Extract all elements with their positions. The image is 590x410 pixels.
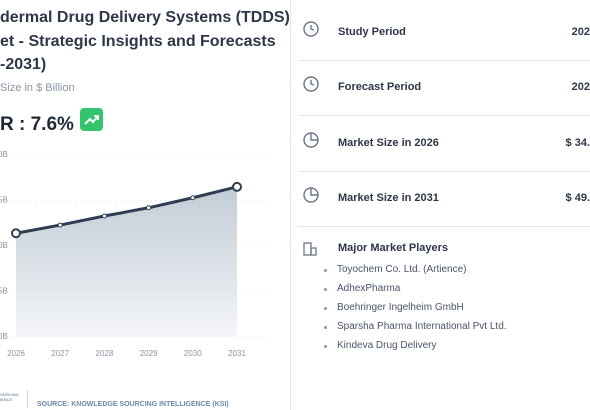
title: dermal Drug Delivery Systems (TDDS) [0, 9, 290, 26]
pie-icon [303, 132, 319, 148]
trend-icon [80, 108, 103, 131]
panel-divider [290, 0, 291, 410]
point [232, 181, 242, 192]
line [15, 185, 238, 235]
player: Boehringer Ingelheim GmbH [337, 302, 464, 313]
players-title: Major Market Players [338, 242, 449, 254]
chart: 0B 5B 0B 5B 0B 2026 2027 2028 2029 2030 2031 [0, 150, 270, 358]
x-tick-label: 2029 [140, 349, 158, 358]
pie-icon [303, 187, 319, 203]
area [16, 186, 237, 337]
y-tick-label: 0B [0, 241, 8, 250]
divider [298, 60, 590, 61]
separator [27, 390, 28, 408]
title: et - Strategic Insights and Forecasts [0, 33, 276, 50]
divider [298, 226, 590, 227]
title: -2031) [0, 56, 47, 73]
player: AdhexPharma [337, 283, 401, 294]
players-icon [303, 242, 317, 256]
point [190, 195, 196, 201]
source: SOURCE: KNOWLEDGE SOURCING INTELLIGENCE … [37, 401, 229, 408]
point [146, 205, 152, 211]
divider [298, 171, 590, 172]
stat-label: Study Period [338, 26, 406, 38]
player: Toyochem Co. Ltd. (Artience) [337, 264, 467, 275]
x-tick-label: 2030 [184, 349, 202, 358]
y-tick-label: 0B [0, 332, 8, 341]
x-tick-label: 2028 [96, 349, 114, 358]
stat-value: $ 34. [565, 137, 590, 149]
stat-value: 202 [571, 81, 590, 93]
player: Sparsha Pharma International Pvt Ltd. [337, 321, 507, 332]
stat-value: $ 49. [565, 192, 590, 204]
x-tick-label: 2031 [228, 349, 246, 358]
y-tick-label: 5B [0, 287, 8, 296]
player: Kindeva Drug Delivery [337, 340, 437, 351]
y-tick-label: 0B [0, 150, 8, 159]
bullet [324, 288, 327, 291]
stat-label: Market Size in 2026 [338, 137, 439, 149]
bullet [324, 345, 327, 348]
stat-label: Market Size in 2031 [338, 192, 439, 204]
cagr: R : 7.6% [0, 114, 74, 135]
clock-icon [303, 76, 319, 92]
point [101, 213, 107, 219]
logo: OURCING IENCE [0, 392, 19, 402]
stat-value: 202 [571, 26, 590, 38]
clock-icon [303, 21, 319, 37]
point [57, 222, 63, 228]
y-tick-label: 5B [0, 196, 8, 205]
bullet [324, 326, 327, 329]
bullet [324, 307, 327, 310]
x-tick-label: 2027 [51, 349, 69, 358]
bullet [324, 269, 327, 272]
stat-label: Forecast Period [338, 81, 422, 93]
divider [298, 115, 590, 116]
subtitle: Size in $ Billion [0, 82, 75, 94]
point [11, 228, 21, 239]
x-tick-label: 2026 [7, 349, 25, 358]
